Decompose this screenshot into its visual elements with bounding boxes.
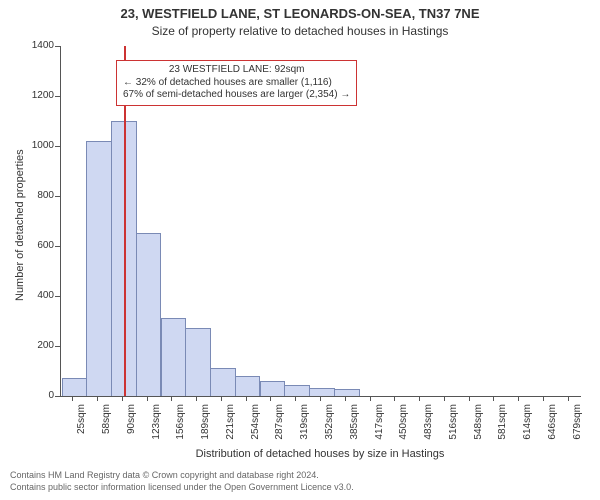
- ytick-mark: [55, 146, 60, 147]
- xtick-label: 483sqm: [423, 404, 434, 448]
- xtick-label: 646sqm: [547, 404, 558, 448]
- xtick-label: 221sqm: [225, 404, 236, 448]
- ytick-mark: [55, 96, 60, 97]
- xtick-mark: [469, 396, 470, 401]
- xtick-mark: [444, 396, 445, 401]
- y-axis-label: Number of detached properties: [14, 149, 26, 301]
- xtick-label: 450sqm: [398, 404, 409, 448]
- histogram-bar: [136, 233, 162, 397]
- ytick-label: 1400: [18, 40, 54, 51]
- xtick-label: 90sqm: [126, 404, 137, 448]
- xtick-label: 156sqm: [175, 404, 186, 448]
- xtick-label: 58sqm: [101, 404, 112, 448]
- xtick-mark: [221, 396, 222, 401]
- chart-title-line2: Size of property relative to detached ho…: [0, 24, 600, 38]
- ytick-mark: [55, 296, 60, 297]
- histogram-bar: [334, 389, 360, 396]
- annotation-box: 23 WESTFIELD LANE: 92sqm ← 32% of detach…: [116, 60, 357, 106]
- ytick-label: 1000: [18, 140, 54, 151]
- xtick-mark: [394, 396, 395, 401]
- xtick-label: 254sqm: [250, 404, 261, 448]
- xtick-label: 352sqm: [324, 404, 335, 448]
- xtick-label: 319sqm: [299, 404, 310, 448]
- ytick-label: 800: [18, 190, 54, 201]
- xtick-mark: [493, 396, 494, 401]
- xtick-label: 417sqm: [374, 404, 385, 448]
- ytick-label: 400: [18, 290, 54, 301]
- annotation-line2: ← 32% of detached houses are smaller (1,…: [123, 77, 350, 90]
- ytick-mark: [55, 346, 60, 347]
- histogram-bar: [210, 368, 236, 397]
- xtick-label: 25sqm: [76, 404, 87, 448]
- histogram-bar: [62, 378, 88, 397]
- xtick-mark: [97, 396, 98, 401]
- xtick-label: 548sqm: [473, 404, 484, 448]
- xtick-label: 189sqm: [200, 404, 211, 448]
- xtick-mark: [147, 396, 148, 401]
- ytick-label: 200: [18, 340, 54, 351]
- xtick-mark: [345, 396, 346, 401]
- xtick-label: 385sqm: [349, 404, 360, 448]
- xtick-mark: [568, 396, 569, 401]
- xtick-label: 581sqm: [497, 404, 508, 448]
- histogram-bar: [260, 381, 286, 396]
- histogram-bar: [284, 385, 310, 396]
- chart-container: { "title_line1": "23, WESTFIELD LANE, ST…: [0, 0, 600, 500]
- histogram-bar: [161, 318, 187, 397]
- footer-line2: Contains public sector information licen…: [0, 482, 600, 492]
- ytick-mark: [55, 396, 60, 397]
- xtick-mark: [246, 396, 247, 401]
- ytick-label: 0: [18, 390, 54, 401]
- histogram-bar: [235, 376, 261, 396]
- xtick-mark: [270, 396, 271, 401]
- histogram-bar: [86, 141, 112, 396]
- ytick-label: 1200: [18, 90, 54, 101]
- xtick-mark: [171, 396, 172, 401]
- footer-line1: Contains HM Land Registry data © Crown c…: [0, 470, 600, 480]
- xtick-mark: [370, 396, 371, 401]
- xtick-label: 123sqm: [151, 404, 162, 448]
- xtick-mark: [518, 396, 519, 401]
- xtick-label: 614sqm: [522, 404, 533, 448]
- xtick-mark: [543, 396, 544, 401]
- xtick-mark: [122, 396, 123, 401]
- histogram-bar: [185, 328, 211, 397]
- xtick-mark: [196, 396, 197, 401]
- xtick-label: 516sqm: [448, 404, 459, 448]
- xtick-mark: [295, 396, 296, 401]
- xtick-mark: [419, 396, 420, 401]
- ytick-mark: [55, 196, 60, 197]
- xtick-mark: [72, 396, 73, 401]
- annotation-line3: 67% of semi-detached houses are larger (…: [123, 89, 350, 102]
- ytick-label: 600: [18, 240, 54, 251]
- chart-title-line1: 23, WESTFIELD LANE, ST LEONARDS-ON-SEA, …: [0, 6, 600, 21]
- annotation-line1: 23 WESTFIELD LANE: 92sqm: [123, 64, 350, 77]
- x-axis-label: Distribution of detached houses by size …: [60, 448, 580, 460]
- xtick-label: 679sqm: [572, 404, 583, 448]
- xtick-mark: [320, 396, 321, 401]
- ytick-mark: [55, 46, 60, 47]
- histogram-bar: [309, 388, 335, 397]
- ytick-mark: [55, 246, 60, 247]
- xtick-label: 287sqm: [274, 404, 285, 448]
